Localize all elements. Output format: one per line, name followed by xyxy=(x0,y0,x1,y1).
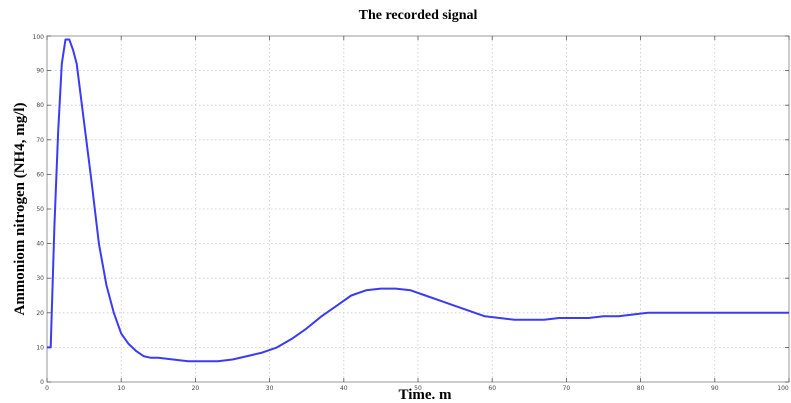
y-axis-label: Ammoniom nitrogen (NH4, mg/l) xyxy=(12,102,28,315)
x-axis-label: Time. m xyxy=(398,387,452,403)
y-tick-label: 50 xyxy=(36,206,44,213)
x-tick-label: 20 xyxy=(192,385,200,392)
y-tick-label: 10 xyxy=(36,344,44,351)
y-tick-label: 80 xyxy=(36,102,44,109)
axis-ticks xyxy=(46,35,790,383)
chart-title: The recorded signal xyxy=(359,8,478,23)
x-tick-label: 100 xyxy=(777,385,789,392)
series-layer xyxy=(47,38,789,363)
y-tick-label: 100 xyxy=(33,34,45,41)
x-tick-label: 0 xyxy=(45,385,49,392)
y-tick-label: 60 xyxy=(36,171,44,178)
series-line xyxy=(47,38,789,363)
y-tick-label: 70 xyxy=(36,137,44,144)
x-tick-label: 40 xyxy=(340,385,348,392)
x-tick-label: 90 xyxy=(711,385,719,392)
y-tick-label: 30 xyxy=(36,275,44,282)
grid xyxy=(47,36,789,382)
x-tick-label: 60 xyxy=(488,385,496,392)
y-tick-label: 20 xyxy=(36,310,44,317)
x-tick-label: 30 xyxy=(266,385,274,392)
x-tick-label: 70 xyxy=(563,385,571,392)
y-tick-label: 90 xyxy=(36,68,44,75)
y-tick-label: 0 xyxy=(40,379,44,386)
x-tick-label: 50 xyxy=(414,385,422,392)
y-tick-labels: 0 10 20 30 40 50 60 70 80 90 100 xyxy=(33,34,45,386)
x-tick-label: 80 xyxy=(637,385,645,392)
y-tick-label: 40 xyxy=(36,241,44,248)
x-tick-label: 10 xyxy=(117,385,125,392)
x-tick-labels: 0 10 20 30 40 50 60 70 80 90 100 xyxy=(45,385,789,392)
